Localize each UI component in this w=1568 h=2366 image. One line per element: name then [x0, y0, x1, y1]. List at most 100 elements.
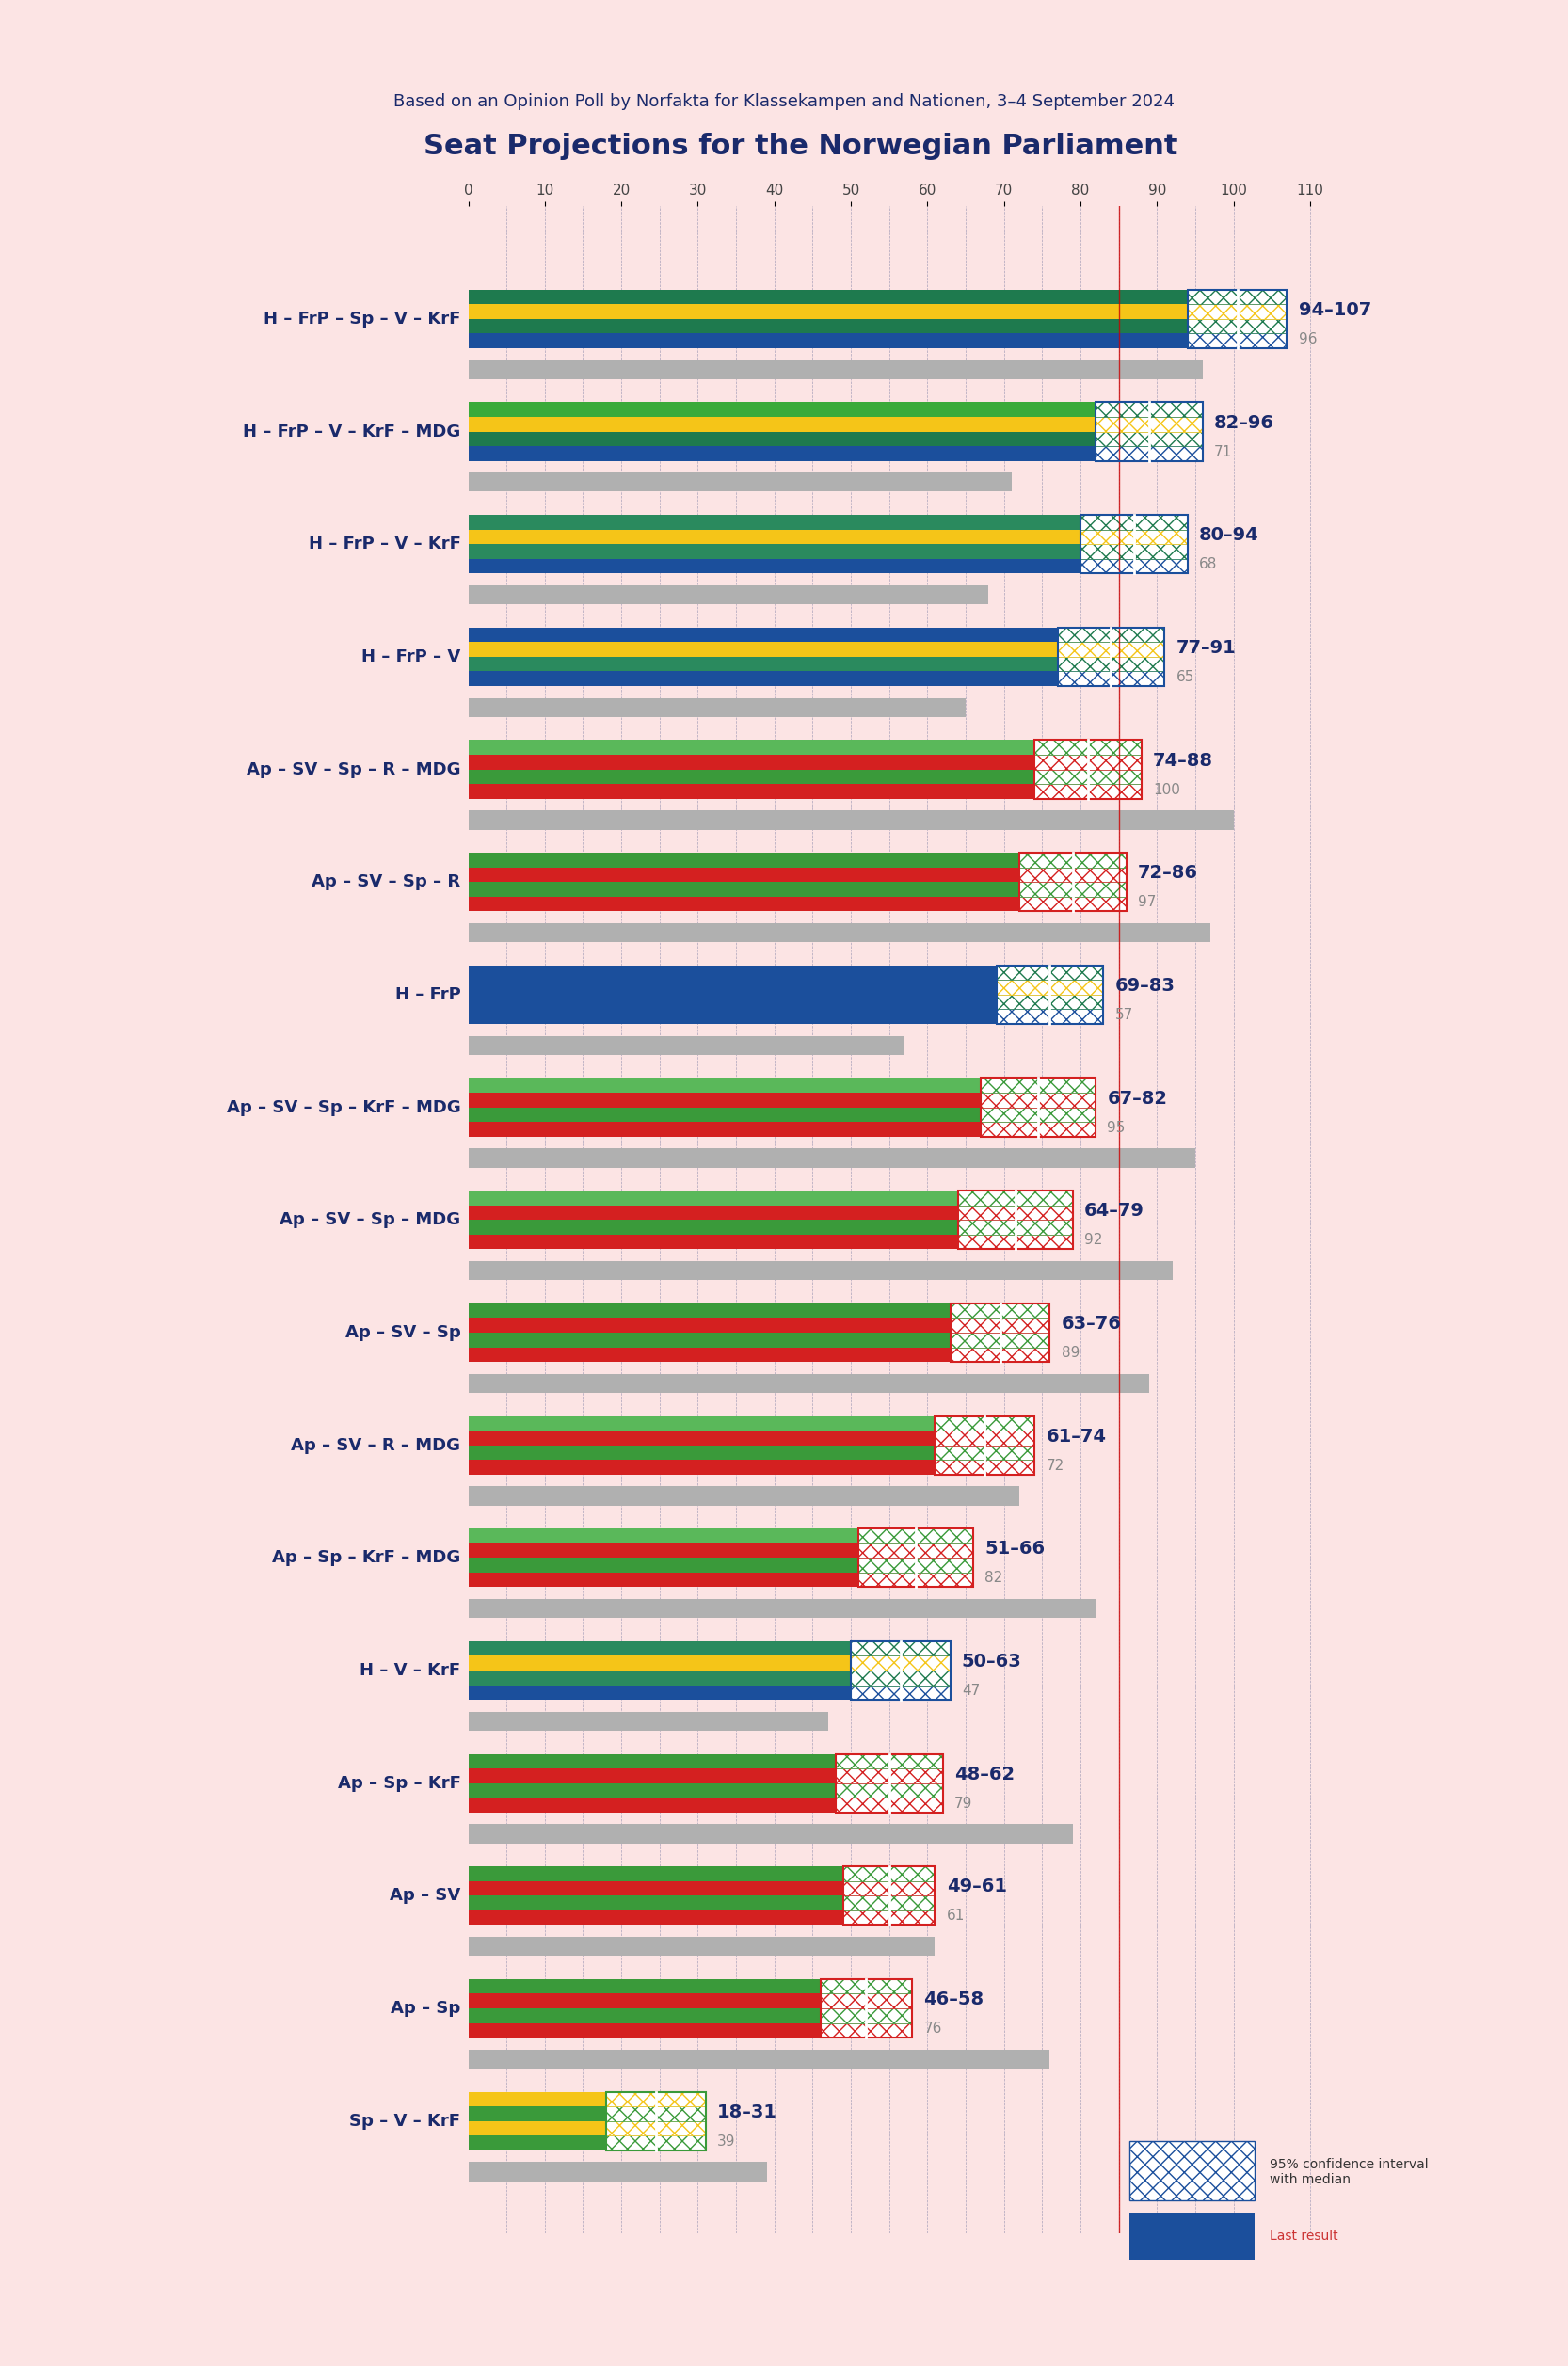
Bar: [1096, 402, 1203, 461]
Bar: [469, 1079, 982, 1093]
Bar: [950, 1304, 1051, 1363]
Bar: [469, 1881, 844, 1895]
Text: H – FrP – V – KrF – MDG: H – FrP – V – KrF – MDG: [243, 424, 461, 440]
Bar: [469, 1190, 958, 1204]
Bar: [844, 1881, 935, 1895]
Text: 64–79: 64–79: [1083, 1202, 1145, 1221]
Bar: [1019, 852, 1126, 911]
Bar: [469, 1375, 1149, 1394]
Bar: [469, 883, 1019, 897]
Bar: [820, 2023, 913, 2037]
Bar: [859, 1528, 974, 1543]
Bar: [469, 530, 1080, 544]
Bar: [1080, 544, 1187, 558]
Bar: [469, 1685, 851, 1699]
Bar: [469, 447, 1096, 461]
Bar: [844, 1867, 935, 1881]
Text: 74–88: 74–88: [1152, 752, 1214, 769]
Text: 97: 97: [1138, 894, 1156, 909]
Bar: [1096, 447, 1203, 461]
Bar: [859, 1543, 974, 1557]
Text: 49–61: 49–61: [947, 1879, 1007, 1895]
Bar: [469, 994, 996, 1010]
Bar: [469, 1332, 950, 1346]
Bar: [469, 1867, 844, 1881]
Bar: [1096, 431, 1203, 447]
Bar: [469, 1528, 859, 1543]
Text: 95% confidence interval
with median: 95% confidence interval with median: [1270, 2158, 1428, 2186]
Bar: [851, 1656, 950, 1670]
Bar: [605, 2092, 706, 2151]
Text: H – FrP – V – KrF: H – FrP – V – KrF: [309, 535, 461, 554]
Text: 80–94: 80–94: [1200, 525, 1259, 544]
Bar: [469, 289, 1187, 305]
Bar: [935, 1460, 1035, 1474]
Bar: [1019, 852, 1126, 868]
Bar: [836, 1753, 942, 1767]
Bar: [950, 1318, 1051, 1332]
Text: 96: 96: [1298, 331, 1317, 345]
Bar: [469, 2023, 820, 2037]
Bar: [1080, 558, 1187, 573]
Bar: [1096, 416, 1203, 431]
Text: Based on an Opinion Poll by Norfakta for Klassekampen and Nationen, 3–4 Septembe: Based on an Opinion Poll by Norfakta for…: [394, 92, 1174, 111]
Text: 50–63: 50–63: [961, 1651, 1022, 1670]
Bar: [996, 980, 1104, 994]
Bar: [1035, 741, 1142, 800]
Bar: [469, 1036, 905, 1055]
Bar: [1080, 530, 1187, 544]
Bar: [851, 1656, 950, 1670]
Bar: [469, 1711, 828, 1730]
Text: Ap – SV – Sp – MDG: Ap – SV – Sp – MDG: [279, 1211, 461, 1228]
Bar: [469, 1148, 1195, 1166]
Text: 63–76: 63–76: [1062, 1315, 1121, 1332]
Bar: [996, 1010, 1104, 1024]
Bar: [469, 627, 1057, 641]
Bar: [958, 1235, 1073, 1249]
Bar: [469, 2120, 605, 2136]
Bar: [469, 769, 1035, 783]
Bar: [958, 1204, 1073, 1221]
Bar: [851, 1685, 950, 1699]
Bar: [958, 1235, 1073, 1249]
Bar: [958, 1221, 1073, 1235]
Bar: [836, 1753, 942, 1812]
Bar: [469, 1938, 935, 1957]
Bar: [1035, 755, 1142, 769]
Text: 18–31: 18–31: [717, 2103, 778, 2120]
Bar: [950, 1304, 1051, 1318]
Bar: [982, 1093, 1096, 1107]
Bar: [859, 1528, 974, 1543]
Bar: [950, 1332, 1051, 1346]
Bar: [1187, 334, 1287, 348]
Bar: [820, 2009, 913, 2023]
Bar: [469, 868, 1019, 883]
Bar: [935, 1446, 1035, 1460]
Text: 46–58: 46–58: [924, 1990, 983, 2009]
Text: 65: 65: [1176, 670, 1195, 684]
Bar: [1019, 897, 1126, 911]
Bar: [820, 1978, 913, 2037]
Bar: [1080, 558, 1187, 573]
Bar: [982, 1121, 1096, 1136]
Bar: [1187, 289, 1287, 348]
Bar: [1187, 334, 1287, 348]
Bar: [1096, 431, 1203, 447]
Bar: [1080, 530, 1187, 544]
Bar: [469, 897, 1019, 911]
Bar: [836, 1798, 942, 1812]
Bar: [851, 1670, 950, 1685]
Bar: [605, 2120, 706, 2136]
Bar: [1019, 868, 1126, 883]
Text: 100: 100: [1152, 783, 1181, 797]
Bar: [851, 1685, 950, 1699]
Bar: [469, 755, 1035, 769]
Bar: [469, 2136, 605, 2151]
Text: 39: 39: [717, 2134, 735, 2148]
Bar: [859, 1573, 974, 1588]
Text: 71: 71: [1214, 445, 1232, 459]
Bar: [1035, 741, 1142, 755]
Bar: [469, 2009, 820, 2023]
Bar: [844, 1867, 935, 1881]
Bar: [469, 1346, 950, 1363]
